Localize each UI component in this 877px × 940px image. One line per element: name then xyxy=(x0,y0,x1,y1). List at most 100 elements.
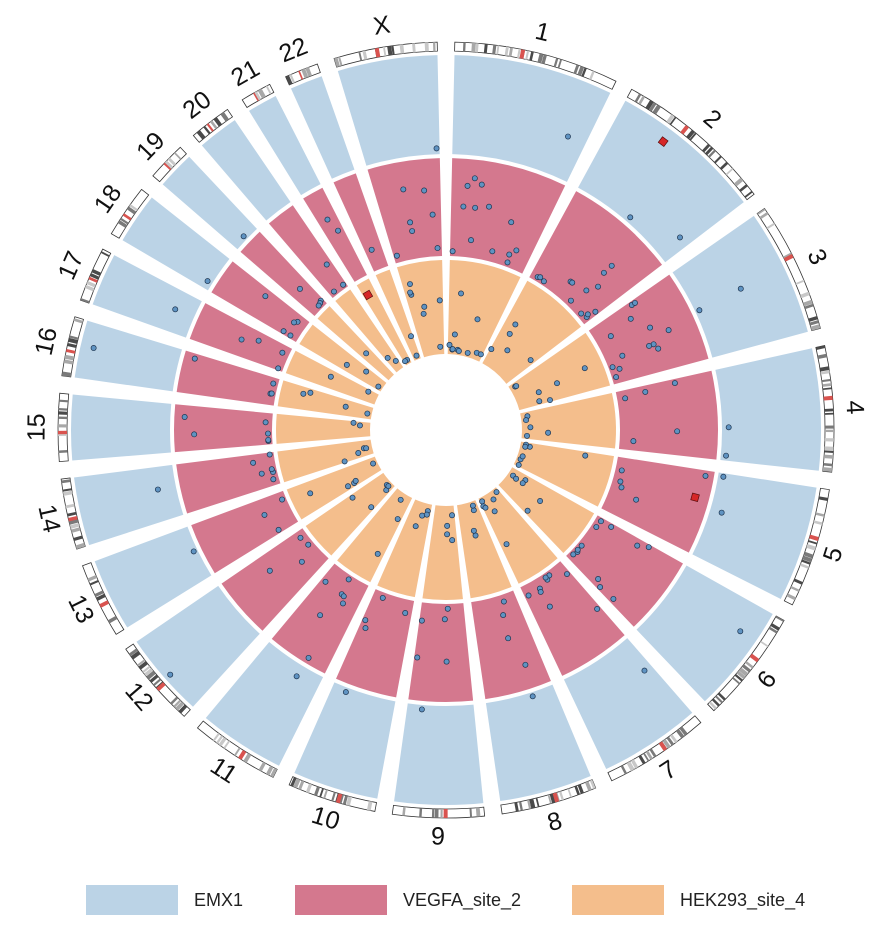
offtarget-point xyxy=(600,269,607,276)
offtarget-point xyxy=(327,373,334,380)
track-hek293-site-4-chrX xyxy=(396,260,445,358)
cytoband xyxy=(577,66,585,76)
offtarget-point xyxy=(674,428,681,435)
track-hek293-site-4-chr1 xyxy=(447,260,521,362)
offtarget-point xyxy=(418,617,425,624)
cytoband xyxy=(525,50,530,60)
track-emx1-chr2 xyxy=(578,100,744,263)
offtarget-point xyxy=(408,333,414,340)
cytoband xyxy=(795,279,805,285)
offtarget-point xyxy=(493,489,500,495)
offtarget-point xyxy=(407,289,414,296)
cytoband xyxy=(258,761,266,772)
offtarget-point xyxy=(677,234,683,241)
offtarget-point xyxy=(513,383,520,390)
offtarget-point xyxy=(441,616,448,623)
centromere xyxy=(374,47,381,58)
centromere xyxy=(658,741,668,752)
offtarget-point xyxy=(592,308,599,315)
track-emx1-chr8 xyxy=(485,684,591,802)
cytoband xyxy=(313,786,320,796)
cytoband xyxy=(64,354,75,361)
cytoband xyxy=(732,677,741,685)
offtarget-point xyxy=(90,345,97,351)
offtarget-point xyxy=(191,431,198,438)
offtarget-point xyxy=(342,689,349,696)
offtarget-point xyxy=(610,595,617,602)
cytoband xyxy=(793,578,803,585)
offtarget-point xyxy=(503,541,510,548)
cytoband xyxy=(391,45,395,55)
offtarget-point xyxy=(409,228,416,234)
legend-swatch-vegfa-site-2 xyxy=(295,885,387,915)
cytoband xyxy=(243,753,252,763)
cytoband xyxy=(130,650,141,660)
offtarget-point xyxy=(535,389,542,396)
offtarget-point xyxy=(349,494,356,501)
ideogram-chr3 xyxy=(756,207,821,332)
chromosome-label: 19 xyxy=(131,127,170,166)
offtarget-point xyxy=(258,470,265,477)
offtarget-point xyxy=(434,245,441,252)
track-emx1-chr5 xyxy=(692,472,817,600)
cytoband xyxy=(822,387,832,391)
offtarget-point xyxy=(375,383,382,390)
offtarget-point xyxy=(307,490,314,497)
offtarget-point xyxy=(618,467,625,474)
offtarget-point xyxy=(204,278,211,285)
cytoband xyxy=(810,324,821,331)
cytoband xyxy=(69,335,79,340)
track-vegfa-site-2-chr18 xyxy=(211,261,310,342)
offtarget-point xyxy=(581,365,588,372)
offtarget-point xyxy=(737,628,744,635)
cytoband xyxy=(175,701,185,711)
track-emx1-chr15 xyxy=(71,394,172,461)
cytoband xyxy=(331,792,336,802)
cytoband xyxy=(362,50,368,60)
offtarget-point xyxy=(392,357,399,364)
chromosome-label: 15 xyxy=(23,413,51,441)
track-hek293-site-4-chr19 xyxy=(317,306,394,381)
offtarget-point xyxy=(357,422,363,429)
offtarget-point xyxy=(718,509,725,516)
offtarget-point xyxy=(275,365,282,372)
cytoband xyxy=(270,767,278,778)
cytoband xyxy=(212,732,220,742)
track-emx1-chr4 xyxy=(715,348,821,471)
offtarget-point xyxy=(402,610,409,616)
track-vegfa-site-2-chr11 xyxy=(271,563,369,674)
offtarget-point xyxy=(513,475,520,482)
track-vegfa-site-2-chr21 xyxy=(303,187,367,282)
offtarget-point xyxy=(455,348,462,354)
ideogram-chr13 xyxy=(82,562,125,635)
cytoband xyxy=(469,808,473,818)
cytoband xyxy=(89,579,99,586)
legend-item-vegfa-site-2: VEGFA_site_2 xyxy=(295,884,521,916)
offtarget-point xyxy=(665,327,672,334)
track-vegfa-site-2-chr15 xyxy=(174,404,273,453)
track-vegfa-site-2-chr1 xyxy=(449,158,566,274)
offtarget-point xyxy=(298,558,305,565)
cytoband xyxy=(210,120,218,130)
cytoband xyxy=(58,424,68,428)
chromosome-label: 17 xyxy=(53,247,90,284)
cytoband xyxy=(319,788,324,798)
cytoband xyxy=(741,664,751,673)
offtarget-point xyxy=(451,331,458,338)
offtarget-point xyxy=(437,343,444,350)
cytoband xyxy=(689,132,697,141)
cytoband xyxy=(285,75,293,85)
offtarget-point xyxy=(280,328,287,335)
cytoband xyxy=(823,454,834,459)
cytoband xyxy=(573,64,580,75)
cytoband xyxy=(686,129,695,140)
offtarget-point xyxy=(488,346,495,353)
cytoband xyxy=(265,765,274,776)
offtarget-point xyxy=(297,285,303,292)
offtarget-point xyxy=(323,261,330,268)
cytoband xyxy=(339,794,344,804)
offtarget-point xyxy=(671,380,678,387)
cytoband xyxy=(173,699,182,708)
track-emx1-chr7 xyxy=(563,638,693,770)
offtarget-point xyxy=(524,432,530,439)
